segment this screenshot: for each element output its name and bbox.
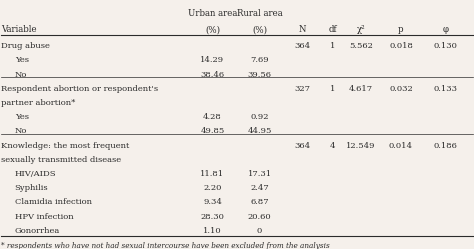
Text: 49.85: 49.85	[201, 127, 225, 135]
Text: 9.34: 9.34	[203, 198, 222, 206]
Text: HPV infection: HPV infection	[15, 213, 73, 221]
Text: 364: 364	[294, 42, 310, 50]
Text: Rural area: Rural area	[237, 9, 283, 18]
Text: Urban area: Urban area	[188, 9, 237, 18]
Text: 327: 327	[294, 85, 310, 93]
Text: N: N	[298, 25, 306, 34]
Text: 1.10: 1.10	[203, 227, 222, 235]
Text: Clamidia infection: Clamidia infection	[15, 198, 91, 206]
Text: 17.31: 17.31	[247, 170, 272, 178]
Text: 0.014: 0.014	[389, 141, 413, 150]
Text: 0.130: 0.130	[434, 42, 458, 50]
Text: 6.87: 6.87	[250, 198, 269, 206]
Text: 7.69: 7.69	[250, 56, 269, 64]
Text: df: df	[328, 25, 337, 34]
Text: Knowledge: the most frequent: Knowledge: the most frequent	[1, 141, 130, 150]
Text: No: No	[15, 127, 27, 135]
Text: Yes: Yes	[15, 113, 28, 121]
Text: 14.29: 14.29	[201, 56, 225, 64]
Text: 0.92: 0.92	[250, 113, 269, 121]
Text: 11.81: 11.81	[201, 170, 225, 178]
Text: 28.30: 28.30	[201, 213, 224, 221]
Text: Syphilis: Syphilis	[15, 184, 48, 192]
Text: No: No	[15, 70, 27, 78]
Text: Variable: Variable	[1, 25, 37, 34]
Text: 2.47: 2.47	[250, 184, 269, 192]
Text: 12.549: 12.549	[346, 141, 376, 150]
Text: 0.032: 0.032	[389, 85, 413, 93]
Text: sexually transmitted disease: sexually transmitted disease	[1, 156, 121, 164]
Text: φ: φ	[443, 25, 449, 34]
Text: Respondent abortion or respondent's: Respondent abortion or respondent's	[1, 85, 158, 93]
Text: 39.56: 39.56	[247, 70, 272, 78]
Text: (%): (%)	[252, 25, 267, 34]
Text: Yes: Yes	[15, 56, 28, 64]
Text: * respondents who have not had sexual intercourse have been excluded from the an: * respondents who have not had sexual in…	[1, 242, 330, 249]
Text: 0.133: 0.133	[434, 85, 458, 93]
Text: 4: 4	[330, 141, 336, 150]
Text: 1: 1	[330, 85, 335, 93]
Text: χ²: χ²	[356, 25, 365, 34]
Text: 1: 1	[330, 42, 335, 50]
Text: 0: 0	[257, 227, 262, 235]
Text: 4.28: 4.28	[203, 113, 222, 121]
Text: partner abortion*: partner abortion*	[1, 99, 76, 107]
Text: 44.95: 44.95	[247, 127, 272, 135]
Text: 2.20: 2.20	[203, 184, 222, 192]
Text: 364: 364	[294, 141, 310, 150]
Text: HIV/AIDS: HIV/AIDS	[15, 170, 56, 178]
Text: 5.562: 5.562	[349, 42, 373, 50]
Text: (%): (%)	[205, 25, 220, 34]
Text: Gonorrhea: Gonorrhea	[15, 227, 60, 235]
Text: 4.617: 4.617	[349, 85, 373, 93]
Text: 0.186: 0.186	[434, 141, 458, 150]
Text: 0.018: 0.018	[389, 42, 413, 50]
Text: 20.60: 20.60	[248, 213, 272, 221]
Text: p: p	[398, 25, 404, 34]
Text: 38.46: 38.46	[201, 70, 225, 78]
Text: Drug abuse: Drug abuse	[1, 42, 50, 50]
